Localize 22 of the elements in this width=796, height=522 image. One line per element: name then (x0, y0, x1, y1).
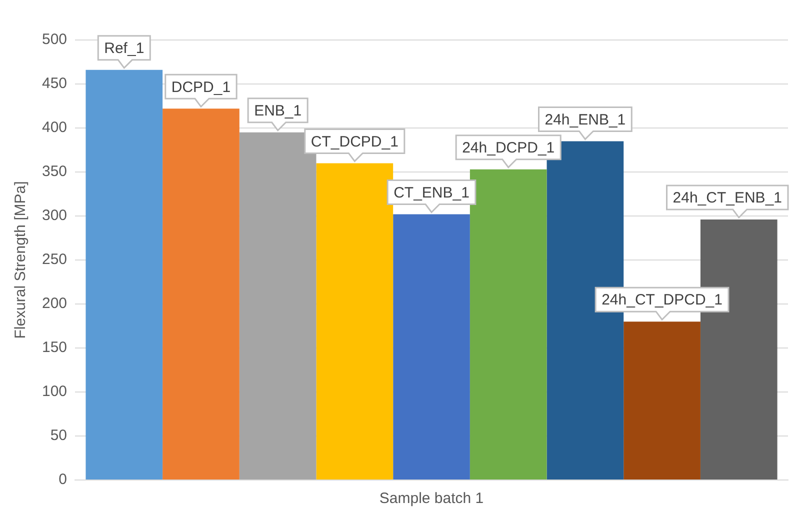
series-label: CT_ENB_1 (394, 184, 470, 202)
y-tick-label: 150 (42, 339, 68, 356)
y-tick-label: 200 (42, 295, 68, 312)
y-tick-label: 250 (42, 251, 68, 268)
series-label: 24h_ENB_1 (544, 111, 626, 128)
y-tick-label: 350 (42, 163, 68, 180)
series-label: DCPD_1 (171, 78, 231, 96)
series-label: 24h_CT_DPCD_1 (602, 292, 722, 309)
series-label: Ref_1 (104, 40, 144, 58)
series-label: ENB_1 (254, 102, 302, 120)
series-label: CT_DCPD_1 (310, 133, 398, 150)
y-tick-label: 450 (42, 75, 68, 92)
y-tick-label: 50 (50, 427, 68, 444)
y-axis-title: Flexural Strength [MPa] (12, 181, 30, 339)
y-tick-label: 0 (58, 471, 68, 488)
series-label: 24h_DCPD_1 (462, 140, 555, 156)
y-tick-label: 100 (42, 383, 68, 400)
series-label: 24h_CT_ENB_1 (672, 190, 782, 207)
y-tick-label: 400 (42, 119, 68, 136)
x-tick-label: Sample batch 1 (379, 490, 484, 508)
y-tick-label: 300 (42, 207, 68, 224)
y-tick-label: 500 (42, 31, 68, 48)
